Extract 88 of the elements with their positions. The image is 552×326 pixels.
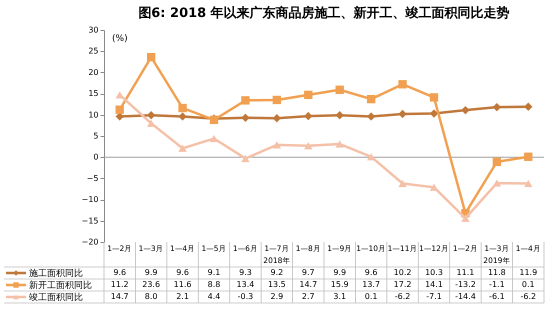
point	[336, 86, 344, 94]
data-label: 11.8	[488, 268, 506, 277]
data-label: 2.7	[302, 292, 315, 301]
y-tick-label: 0	[93, 152, 98, 162]
data-label: 0.1	[522, 280, 535, 289]
point	[430, 93, 438, 102]
y-tick-label: −20	[82, 238, 98, 246]
data-label: 14.1	[425, 280, 443, 289]
y-tick-label: 5	[93, 132, 98, 140]
data-label: 10.3	[425, 268, 443, 277]
point	[461, 214, 470, 222]
data-label: 9.9	[144, 268, 158, 277]
point	[524, 180, 532, 188]
data-label: 2.1	[176, 292, 189, 301]
point	[461, 106, 470, 114]
data-label: 11.1	[456, 268, 474, 277]
data-label: 2.9	[270, 292, 284, 301]
data-label: 15.9	[330, 280, 349, 289]
data-label: 9.3	[239, 268, 252, 277]
point	[178, 104, 187, 112]
point	[366, 94, 376, 104]
point	[304, 142, 312, 150]
y-tick-label: 25	[88, 46, 98, 56]
data-label: 11.9	[519, 268, 538, 277]
point	[272, 114, 282, 122]
point	[146, 52, 156, 62]
y-tick-label: −15	[82, 216, 98, 226]
data-label: 9.7	[302, 268, 315, 277]
data-label: 9.1	[208, 268, 220, 277]
data-label: 9.2	[270, 268, 284, 277]
data-label: 9.6	[364, 268, 378, 277]
point	[398, 80, 407, 88]
data-label: -6.2	[520, 292, 536, 301]
data-label: 8.0	[144, 292, 158, 301]
point	[241, 96, 250, 105]
legend-label: 新开工面积同比	[29, 280, 92, 291]
point	[116, 106, 124, 114]
y-axis-title: (%)	[112, 34, 128, 44]
data-label: 8.8	[208, 280, 220, 289]
legend-label: 施工面积同比	[29, 268, 83, 279]
data-label: 11.2	[110, 280, 129, 289]
data-label: 3.1	[333, 292, 346, 301]
data-label: -1.1	[489, 280, 505, 289]
data-label: -14.4	[455, 292, 476, 301]
y-tick-label: 10	[88, 110, 98, 120]
point	[430, 109, 438, 118]
y-tick-label: 20	[88, 68, 98, 77]
point	[304, 112, 312, 120]
data-label: -6.2	[394, 292, 410, 301]
data-label: 0.1	[364, 292, 378, 301]
chart-title: 图6: 2018 年以来广东商品房施工、新开工、竣工面积同比走势	[138, 5, 510, 21]
data-label: 10.2	[394, 268, 412, 277]
point	[398, 110, 407, 118]
data-label: -7.1	[426, 292, 442, 301]
data-label: 14.7	[110, 292, 129, 301]
point	[210, 134, 218, 142]
y-tick-label: −10	[82, 195, 98, 204]
data-label: 13.4	[236, 280, 254, 289]
y-tick-label: −5	[86, 174, 98, 183]
data-label: 14.7	[299, 280, 318, 289]
point	[398, 180, 407, 188]
point	[178, 144, 187, 152]
legend-label: 竣工面积同比	[29, 292, 83, 303]
point	[524, 152, 532, 161]
data-label: 23.6	[142, 280, 160, 289]
point	[272, 96, 282, 104]
data-label: 17.2	[394, 280, 412, 289]
data-label: -13.2	[455, 280, 476, 289]
data-label: 4.4	[208, 292, 220, 301]
y-tick-label: 15	[88, 89, 98, 98]
point	[336, 111, 344, 120]
data-label: -0.3	[238, 292, 254, 301]
point	[492, 179, 502, 187]
point	[304, 90, 312, 100]
data-label: 13.7	[362, 280, 380, 289]
data-label: 13.5	[268, 280, 286, 289]
point	[272, 141, 282, 149]
data-label: 9.6	[176, 268, 189, 277]
point	[492, 158, 502, 166]
data-label: 9.9	[333, 268, 346, 277]
data-label: 11.6	[174, 280, 192, 289]
y-tick-label: 30	[88, 26, 98, 34]
point	[524, 102, 532, 111]
data-label: 9.6	[113, 268, 126, 277]
point	[336, 140, 344, 148]
data-label: -6.1	[489, 292, 505, 301]
point	[241, 154, 250, 162]
point	[146, 111, 156, 120]
